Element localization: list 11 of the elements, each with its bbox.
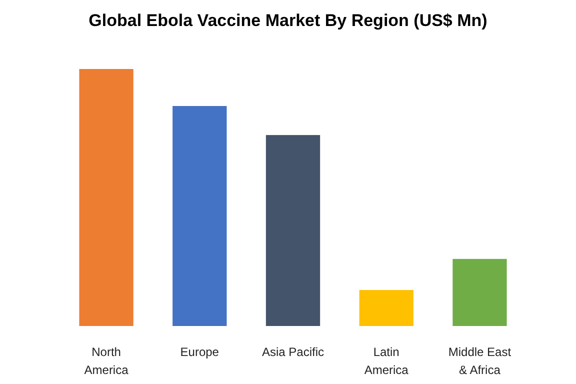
bar [266,135,320,326]
x-tick-label: Europe [180,345,220,359]
x-tick-label: North America [84,345,129,377]
bar [172,106,227,326]
chart-title: Global Ebola Vaccine Market By Region (US$ Mn) [88,11,488,30]
x-tick-label: Asia Pacific [262,345,324,359]
bar [79,69,134,326]
bar [452,258,507,326]
x-tick-label: Middle East & Africa [448,345,512,377]
bar [359,290,414,326]
x-tick-label: Latin America [364,345,409,377]
